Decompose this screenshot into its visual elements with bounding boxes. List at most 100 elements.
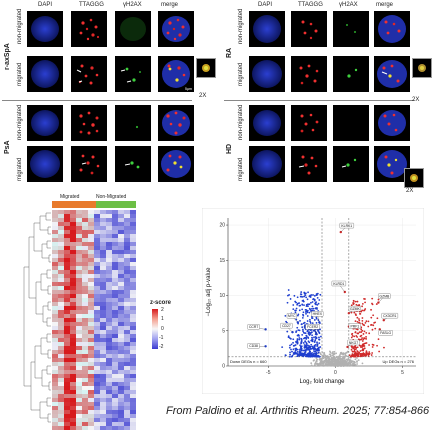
heatmap-cell [130, 250, 136, 255]
data-point-down [303, 295, 306, 298]
heatmap-cell [82, 338, 89, 343]
heatmap-cell [106, 278, 113, 283]
heatmap-cell [130, 266, 136, 271]
heatmap-cell [58, 214, 65, 219]
heatmap-cell [70, 326, 77, 331]
heatmap-cell [118, 274, 125, 279]
data-point-down [315, 301, 318, 304]
heatmap-cell [70, 350, 77, 355]
heatmap-cell [118, 250, 125, 255]
data-point-down [298, 338, 301, 341]
heatmap-cell [112, 426, 119, 430]
heatmap-cell [82, 322, 89, 327]
image-dapi [249, 11, 285, 47]
heatmap-cell [70, 402, 77, 407]
inset-zoom [196, 58, 216, 78]
data-point-down [301, 326, 304, 329]
data-point-ns [320, 359, 323, 362]
heatmap-cell [70, 246, 77, 251]
heatmap-cell [88, 250, 95, 255]
heatmap-cell [100, 366, 107, 371]
data-point-ns [333, 356, 336, 359]
heatmap-cell [100, 330, 107, 335]
data-point-up [368, 344, 370, 346]
data-point-down [305, 345, 308, 348]
data-point-down [293, 294, 296, 297]
heatmap-cell [118, 338, 125, 343]
heatmap-cell [130, 214, 136, 219]
data-point-down [297, 313, 300, 316]
image-ttaggg [291, 11, 327, 47]
image-ttaggg [291, 56, 327, 92]
heatmap-cell [94, 246, 101, 251]
heatmap-cell [124, 230, 131, 235]
heatmap-cell [106, 398, 113, 403]
heatmap-cell [130, 278, 136, 283]
heatmap-cell [118, 318, 125, 323]
heatmap-cell [52, 254, 59, 259]
heatmap-cell [70, 294, 77, 299]
data-point-down [316, 296, 319, 299]
heatmap-cell [112, 222, 119, 227]
volcano-frame [202, 208, 424, 394]
y-tick-label: 15 [219, 258, 225, 264]
data-point-down [314, 339, 317, 342]
heatmap-group-bar-migrated [52, 201, 96, 208]
data-point-ns [322, 362, 325, 365]
heatmap-cell [70, 414, 77, 419]
data-point-up [362, 338, 365, 341]
image-merge [374, 56, 410, 92]
heatmap-cell [64, 234, 71, 239]
heatmap-cell [124, 286, 131, 291]
data-point-down [312, 297, 315, 300]
data-point-up [368, 332, 371, 335]
heatmap-cell [100, 414, 107, 419]
data-point-up [358, 319, 361, 322]
data-point-down [306, 348, 309, 351]
heatmap-cell [112, 326, 119, 331]
heatmap-cell [52, 278, 59, 283]
data-point-down [314, 307, 317, 310]
heatmap-cell [124, 294, 131, 299]
data-point-up [350, 354, 353, 357]
x-tick-label: 0 [334, 370, 337, 376]
heatmap-cell [112, 214, 119, 219]
heatmap-cell [124, 390, 131, 395]
heatmap-cell [100, 270, 107, 275]
heatmap-cell [70, 358, 77, 363]
data-point-down [304, 340, 307, 343]
heatmap-cell [76, 382, 83, 387]
heatmap-cell [130, 294, 136, 299]
heatmap-cell [76, 218, 83, 223]
heatmap-cell [124, 226, 131, 231]
row-label-migrated: migrated [17, 157, 23, 181]
data-point-ns [324, 355, 327, 357]
data-point-up [348, 354, 351, 357]
heatmap-cell [76, 242, 83, 247]
data-point-down [303, 349, 306, 352]
heatmap-cell [52, 422, 59, 427]
heatmap-cell [124, 326, 131, 331]
heatmap-cell [88, 338, 95, 343]
heatmap-cell [106, 366, 113, 371]
heatmap-cell [112, 406, 119, 411]
heatmap-cell [58, 406, 65, 411]
data-point-down [315, 336, 318, 339]
annotation-box [339, 222, 354, 229]
data-point-down [296, 348, 299, 351]
heatmap-cell [64, 354, 71, 359]
heatmap-cell [58, 306, 65, 311]
data-point-down [306, 329, 309, 332]
heatmap-cell [52, 358, 59, 363]
data-point-down [296, 338, 299, 340]
heatmap-cell [64, 386, 71, 391]
data-point-down [305, 308, 308, 311]
data-point-up [361, 346, 364, 348]
citation-text: From Paldino et al. Arthritis Rheum. 202… [166, 405, 430, 417]
data-point-down [300, 338, 303, 341]
image-gh2ax [115, 11, 151, 47]
heatmap-cell [70, 330, 77, 335]
heatmap-cell [112, 278, 119, 283]
heatmap-cell [58, 278, 65, 283]
heatmap-cell [112, 250, 119, 255]
